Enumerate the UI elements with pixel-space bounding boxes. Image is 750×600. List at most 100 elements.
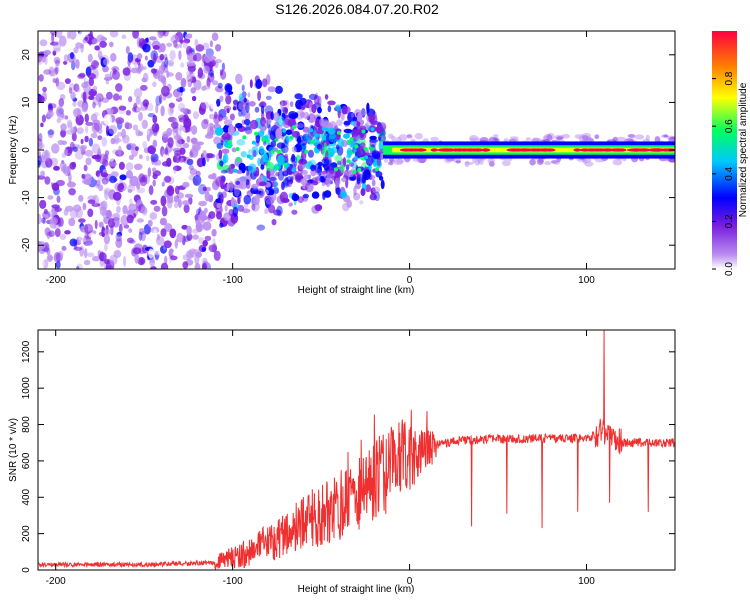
halo-blob (525, 137, 532, 141)
noise-blob (203, 118, 209, 125)
noise-blob (41, 114, 47, 123)
colorbar-tick-label: 0.6 (724, 119, 735, 133)
noise-blob (157, 31, 165, 39)
noise-blob (75, 114, 84, 126)
noise-blob (192, 175, 202, 186)
noise-blob (118, 161, 125, 170)
colorbar-gradient (712, 31, 737, 269)
noise-blob (204, 54, 212, 64)
spectrogram-y-label: Frequency (Hz) (8, 116, 19, 185)
spectrogram-x-label: Height of straight line (km) (298, 285, 415, 296)
turbulent-blob (341, 177, 347, 183)
turbulent-blob (335, 104, 342, 111)
noise-blob (137, 257, 146, 266)
noise-blob (177, 192, 184, 199)
colorbar-tick-label: 0.2 (724, 214, 735, 228)
bright-blob (227, 144, 232, 149)
noise-blob (38, 142, 45, 150)
noise-blob (38, 213, 42, 225)
turbulent-blob (346, 147, 353, 158)
bright-blob (242, 135, 247, 140)
turbulent-blob (328, 132, 336, 140)
noise-blob (152, 38, 159, 43)
turbulent-blob (291, 209, 298, 215)
noise-blob (136, 66, 142, 74)
halo-blob (464, 161, 474, 165)
turbulent-blob (312, 180, 319, 186)
noise-blob (160, 105, 165, 117)
noise-blob (84, 149, 94, 157)
carrier-peak (604, 148, 612, 152)
noise-blob (85, 157, 92, 166)
noise-blob (102, 159, 109, 167)
turbulent-blob (270, 140, 277, 148)
noise-blob (179, 39, 184, 44)
noise-blob (183, 31, 188, 39)
noise-blob (79, 31, 85, 40)
turbulent-blob (251, 204, 256, 211)
noise-blob (98, 221, 104, 228)
noise-blob (101, 97, 109, 103)
noise-blob (192, 228, 199, 234)
turbulent-blob (260, 105, 265, 115)
noise-blob (109, 254, 118, 266)
noise-blob (176, 232, 184, 243)
noise-blob (61, 245, 67, 251)
noise-blob (164, 255, 168, 265)
noise-blob (166, 42, 173, 47)
noise-blob (43, 49, 52, 56)
noise-blob (196, 157, 204, 168)
turbulent-blob (257, 157, 261, 167)
noise-blob (81, 173, 86, 179)
turbulent-blob (216, 202, 221, 209)
turbulent-blob (281, 198, 290, 203)
snr-y-tick-label: 1200 (21, 340, 32, 363)
noise-blob (201, 219, 205, 229)
turbulent-blob (257, 90, 261, 102)
turbulent-blob (369, 113, 378, 125)
noise-blob (53, 251, 61, 263)
noise-blob (109, 213, 113, 220)
snr-x-tick-label: 100 (578, 576, 595, 587)
turbulent-blob (321, 158, 328, 163)
noise-blob (166, 59, 175, 66)
turbulent-blob (350, 120, 355, 126)
turbulent-blob (257, 130, 265, 137)
noise-blob (52, 47, 61, 53)
noise-blob (91, 60, 99, 69)
noise-blob (181, 224, 188, 230)
noise-blob (47, 129, 55, 136)
noise-blob (126, 237, 134, 244)
noise-blob (173, 202, 179, 209)
bright-blob (329, 152, 334, 157)
noise-blob (53, 41, 62, 52)
carrier-peak (512, 148, 521, 152)
halo-blob (393, 158, 404, 166)
noise-blob (57, 115, 66, 120)
noise-blob (164, 57, 169, 68)
noise-blob (80, 146, 86, 152)
noise-blob (81, 102, 88, 113)
turbulent-blob (353, 155, 359, 160)
halo-blob (582, 158, 588, 164)
turbulent-blob (245, 178, 250, 186)
noise-blob (42, 259, 49, 269)
noise-blob (38, 74, 44, 82)
noise-blob (182, 41, 189, 49)
turbulent-blob (255, 79, 263, 89)
noise-blob (56, 105, 64, 115)
carrier-peak (626, 148, 643, 152)
noise-blob (101, 177, 109, 185)
noise-blob (94, 219, 98, 230)
turbulent-blob (221, 62, 225, 72)
noise-blob (212, 243, 217, 254)
turbulent-blob (300, 170, 308, 175)
noise-blob (90, 132, 98, 139)
halo-blob (501, 160, 511, 167)
turbulent-blob (231, 147, 237, 153)
turbulent-blob (251, 183, 259, 189)
noise-blob (201, 119, 209, 130)
noise-blob (94, 45, 100, 51)
noise-blob (112, 70, 120, 80)
noise-blob (80, 138, 84, 145)
